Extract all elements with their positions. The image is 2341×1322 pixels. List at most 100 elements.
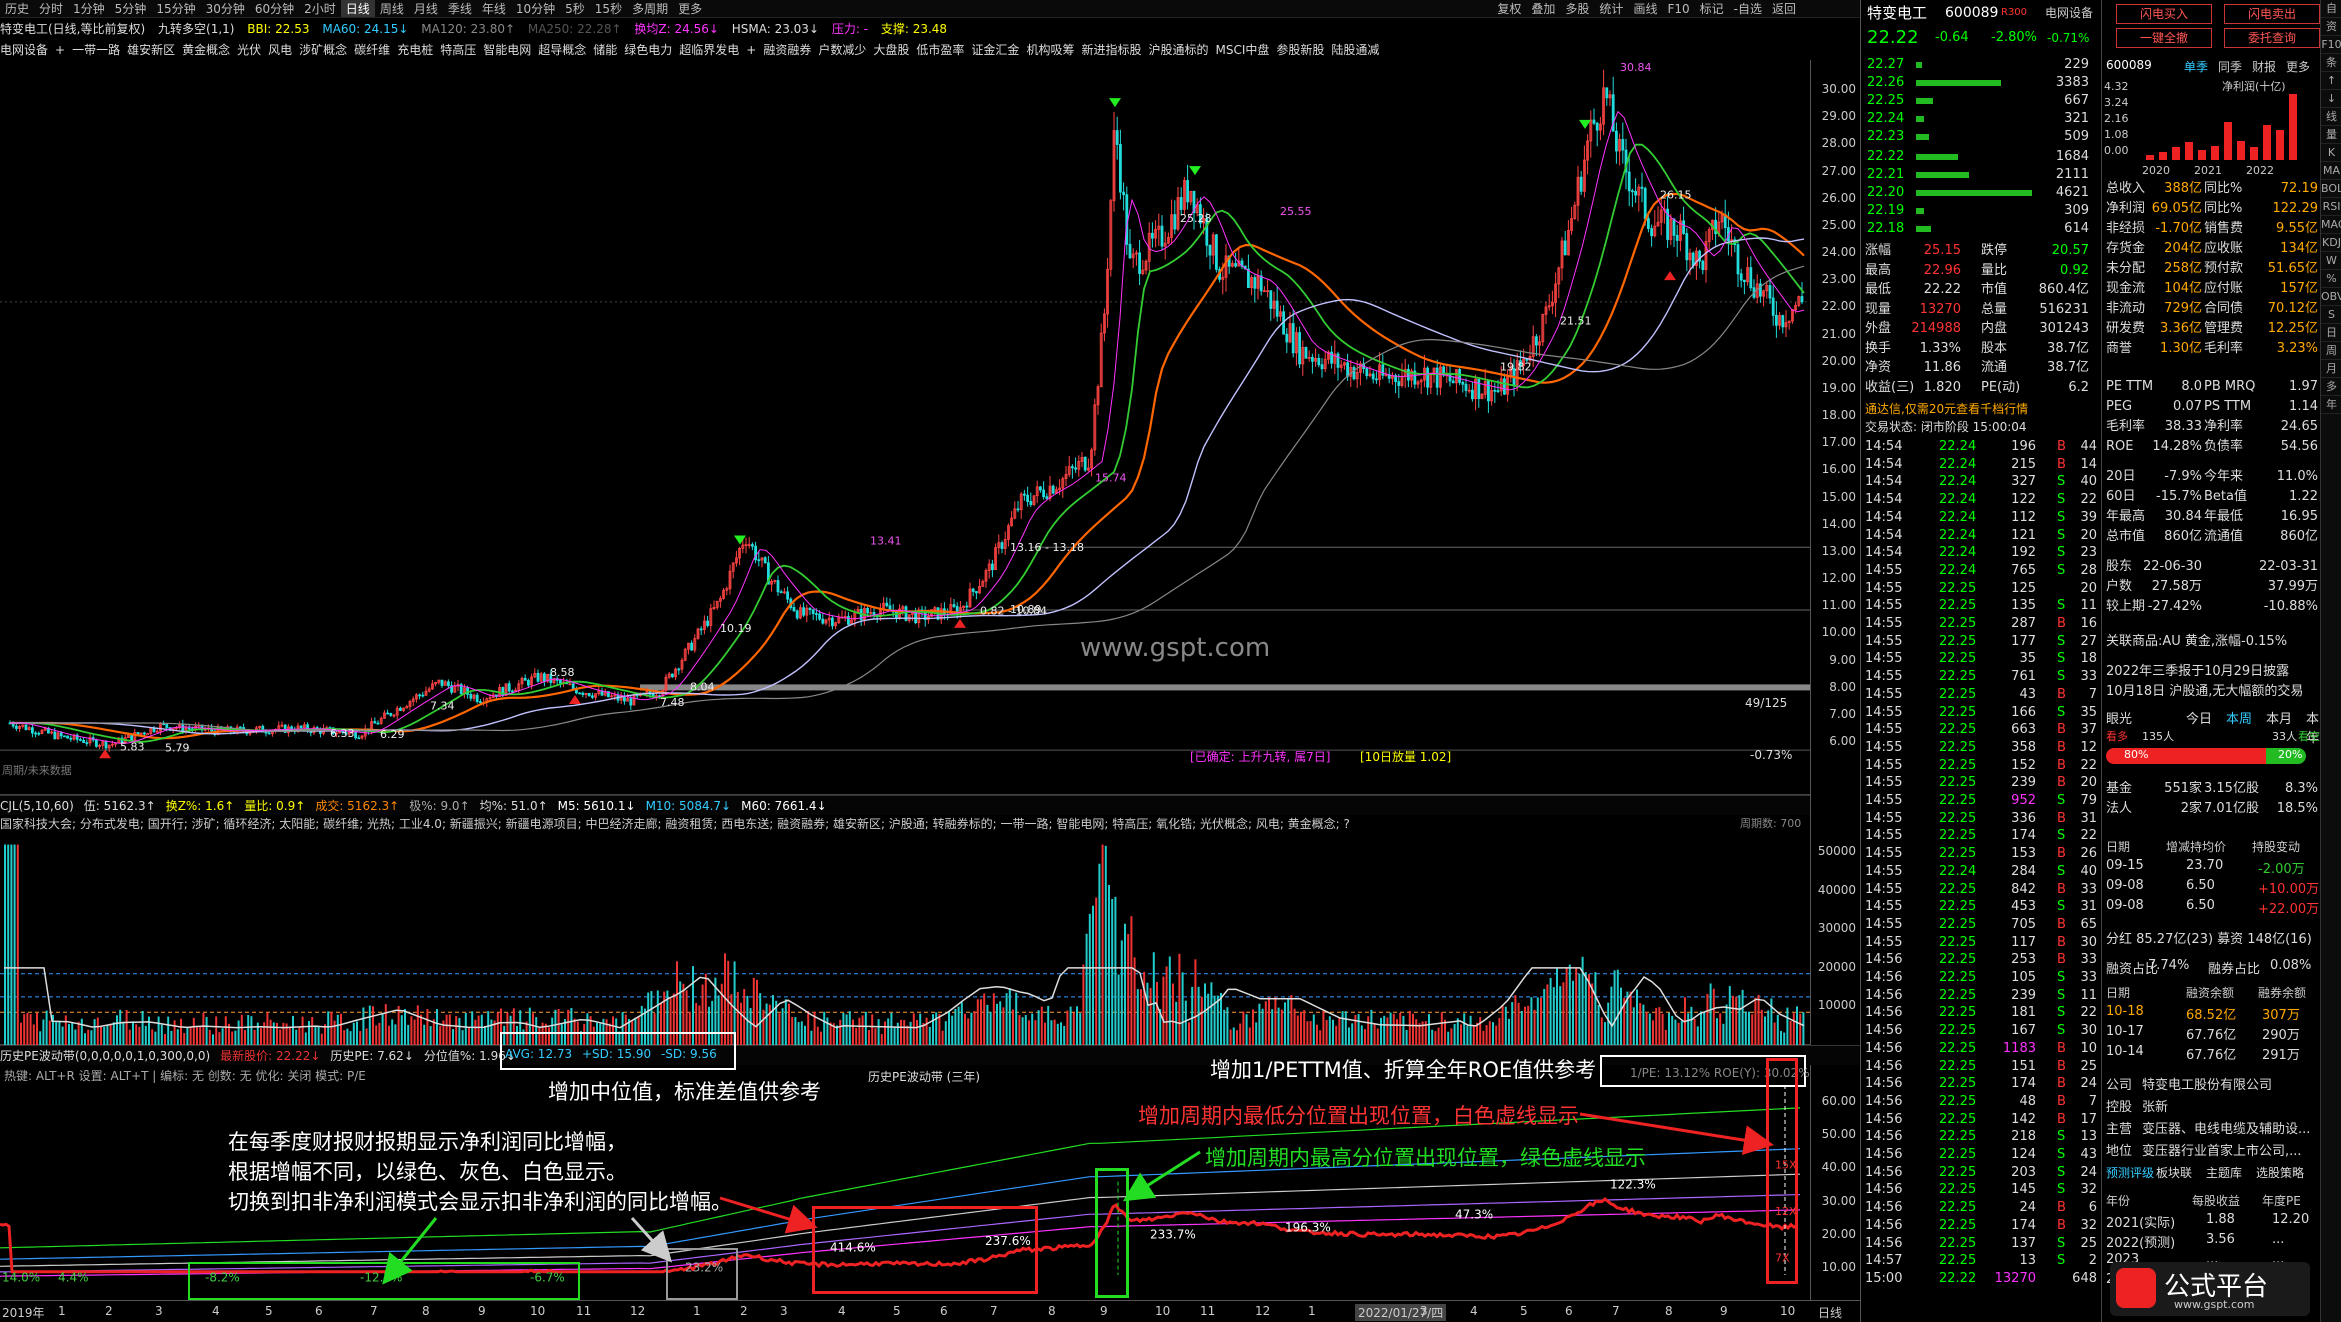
sentiment-tab[interactable]: 本周 [2226, 712, 2253, 727]
menu-item[interactable]: 更多 [678, 2, 703, 16]
strip-button[interactable]: MA [2321, 162, 2341, 180]
concept-tag[interactable]: 一带一路 [72, 43, 121, 57]
strip-button[interactable]: KDJ [2321, 234, 2341, 252]
sentiment-tab[interactable]: 本月 [2266, 712, 2293, 727]
concept-tag[interactable]: 雄安新区 [127, 43, 176, 57]
f10-tab[interactable]: 单季 [2184, 60, 2209, 74]
ask-row[interactable]: 22.25 667 [1861, 92, 2321, 110]
bid-row[interactable]: 22.18 614 [1861, 220, 2321, 238]
concept-tag[interactable]: 充电桩 [397, 43, 434, 57]
concept-tag[interactable]: + [55, 43, 66, 57]
concept-tag[interactable]: 光伏 [237, 43, 262, 57]
concept-tag[interactable]: 超临界发电 [679, 43, 740, 57]
strip-button[interactable]: S [2321, 306, 2341, 324]
concept-tag[interactable]: 电网设备 [0, 43, 49, 57]
menu-item[interactable]: 年线 [481, 2, 506, 16]
menu-item[interactable]: 日线 [340, 0, 375, 17]
quote-sector[interactable]: 电网设备 [2045, 6, 2094, 20]
menu-item[interactable]: 月线 [413, 2, 438, 16]
strip-button[interactable]: MACD [2321, 216, 2341, 234]
f10-tab[interactable]: 财报 [2252, 60, 2277, 74]
tool-item[interactable]: 返回 [1771, 2, 1796, 16]
tool-item[interactable]: 复权 [1497, 2, 1522, 16]
concept-tag[interactable]: 风电 [268, 43, 293, 57]
ask-row[interactable]: 22.26 3383 [1861, 74, 2321, 92]
volume-pane[interactable] [0, 833, 1810, 1045]
concept-tag[interactable]: 碳纤维 [354, 43, 391, 57]
trade-button[interactable]: 闪电卖出 [2224, 4, 2320, 24]
concept-tag[interactable]: 储能 [593, 43, 618, 57]
sentiment-tab[interactable]: 眼光 [2106, 712, 2133, 727]
menu-item[interactable]: 多周期 [632, 2, 669, 16]
strip-button[interactable]: 线 [2321, 108, 2341, 126]
concept-tag[interactable]: 证金汇金 [971, 43, 1020, 57]
menu-item[interactable]: 1分钟 [73, 2, 105, 16]
concept-tag[interactable]: + [746, 43, 757, 57]
tool-item[interactable]: F10 [1667, 2, 1690, 16]
trade-button[interactable]: 闪电买入 [2116, 4, 2212, 24]
kline-pane[interactable]: 30.84 25.55 26.15 25.28 21.51 19.82 15.74 13.41… [0, 60, 1810, 795]
concept-tag[interactable]: 特高压 [440, 43, 477, 57]
tool-item[interactable]: -自选 [1733, 2, 1762, 16]
ask-row[interactable]: 22.24 321 [1861, 110, 2321, 128]
concept-tag[interactable]: 智能电网 [483, 43, 532, 57]
f10-link[interactable]: 主题库 [2206, 1166, 2243, 1180]
menu-item[interactable]: 30分钟 [205, 2, 245, 16]
tool-item[interactable]: 画线 [1633, 2, 1658, 16]
strip-button[interactable]: 周 [2321, 342, 2341, 360]
concept-tag[interactable]: 低市盈率 [916, 43, 965, 57]
strip-button[interactable]: BOLL [2321, 180, 2341, 198]
ask-row[interactable]: 22.27 229 [1861, 56, 2321, 74]
menu-item[interactable]: 历史 [5, 2, 30, 16]
strip-button[interactable]: 日 [2321, 324, 2341, 342]
indicator-name[interactable]: 九转多空(1,1) [158, 22, 235, 36]
concept-tag[interactable]: 大盘股 [873, 43, 910, 57]
menu-item[interactable]: 15秒 [594, 2, 623, 16]
tool-item[interactable]: 统计 [1599, 2, 1624, 16]
bid-row[interactable]: 22.22 1684 [1861, 148, 2321, 166]
strip-button[interactable]: 资 [2321, 18, 2341, 36]
tool-item[interactable]: 多股 [1565, 2, 1590, 16]
menu-item[interactable]: 60分钟 [254, 2, 295, 16]
sentiment-tab[interactable]: 今日 [2186, 712, 2213, 727]
f10-link[interactable]: 选股策略 [2256, 1166, 2305, 1180]
menu-item[interactable]: 10分钟 [515, 2, 556, 16]
pe-pane[interactable]: -8.2% -12.2% -6.7% 23.2% 414.6% 237.6% 233.7% 1… [0, 1065, 1810, 1300]
strip-button[interactable]: 月 [2321, 360, 2341, 378]
assoc-commodity[interactable]: 关联商品:AU 黄金,涨幅-0.15% [2106, 634, 2288, 649]
news-item[interactable]: 10月18日 沪股通,无大幅额的交易 [2106, 684, 2304, 699]
f10-link[interactable]: 预测评级 [2106, 1166, 2155, 1180]
ask-row[interactable]: 22.23 509 [1861, 128, 2321, 146]
menu-item[interactable]: 15分钟 [156, 2, 196, 16]
menu-item[interactable]: 5分钟 [114, 2, 147, 16]
bid-row[interactable]: 22.20 4621 [1861, 184, 2321, 202]
concept-tag[interactable]: 户数减少 [818, 43, 867, 57]
strip-button[interactable]: K [2321, 144, 2341, 162]
strip-button[interactable]: 条 [2321, 54, 2341, 72]
trade-button[interactable]: 委托查询 [2224, 28, 2320, 48]
f10-tab[interactable]: 同季 [2218, 60, 2243, 74]
strip-button[interactable]: 多 [2321, 378, 2341, 396]
strip-button[interactable]: ↑ [2321, 72, 2341, 90]
menu-item[interactable]: 2小时 [304, 2, 336, 16]
strip-button[interactable]: RSI [2321, 198, 2341, 216]
strip-button[interactable]: 年 [2321, 396, 2341, 414]
f10-link[interactable]: 板块联 [2156, 1166, 2193, 1180]
concept-tag[interactable]: 黄金概念 [182, 43, 231, 57]
strip-button[interactable]: W [2321, 252, 2341, 270]
strip-button[interactable]: OBV [2321, 288, 2341, 306]
menu-item[interactable]: 季线 [447, 2, 472, 16]
trade-button[interactable]: 一键全撤 [2116, 28, 2212, 48]
menu-item[interactable]: 周线 [379, 2, 404, 16]
concept-tag[interactable]: 沪股通标的 [1148, 43, 1209, 57]
news-item[interactable]: 2022年三季报于10月29日披露 [2106, 664, 2290, 679]
concept-tag[interactable]: 参股新股 [1276, 43, 1325, 57]
concept-tag[interactable]: 融资融券 [763, 43, 812, 57]
tool-item[interactable]: 叠加 [1531, 2, 1556, 16]
bid-row[interactable]: 22.19 309 [1861, 202, 2321, 220]
menu-item[interactable]: 分时 [39, 2, 64, 16]
menu-item[interactable]: 5秒 [565, 2, 585, 16]
sentiment-tab[interactable]: 本年 [2306, 712, 2320, 746]
strip-button[interactable]: 量 [2321, 126, 2341, 144]
strip-button[interactable]: F10 [2321, 36, 2341, 54]
